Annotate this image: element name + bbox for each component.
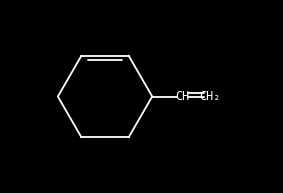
Text: CH: CH (175, 90, 189, 103)
Text: CH₂: CH₂ (200, 90, 221, 103)
